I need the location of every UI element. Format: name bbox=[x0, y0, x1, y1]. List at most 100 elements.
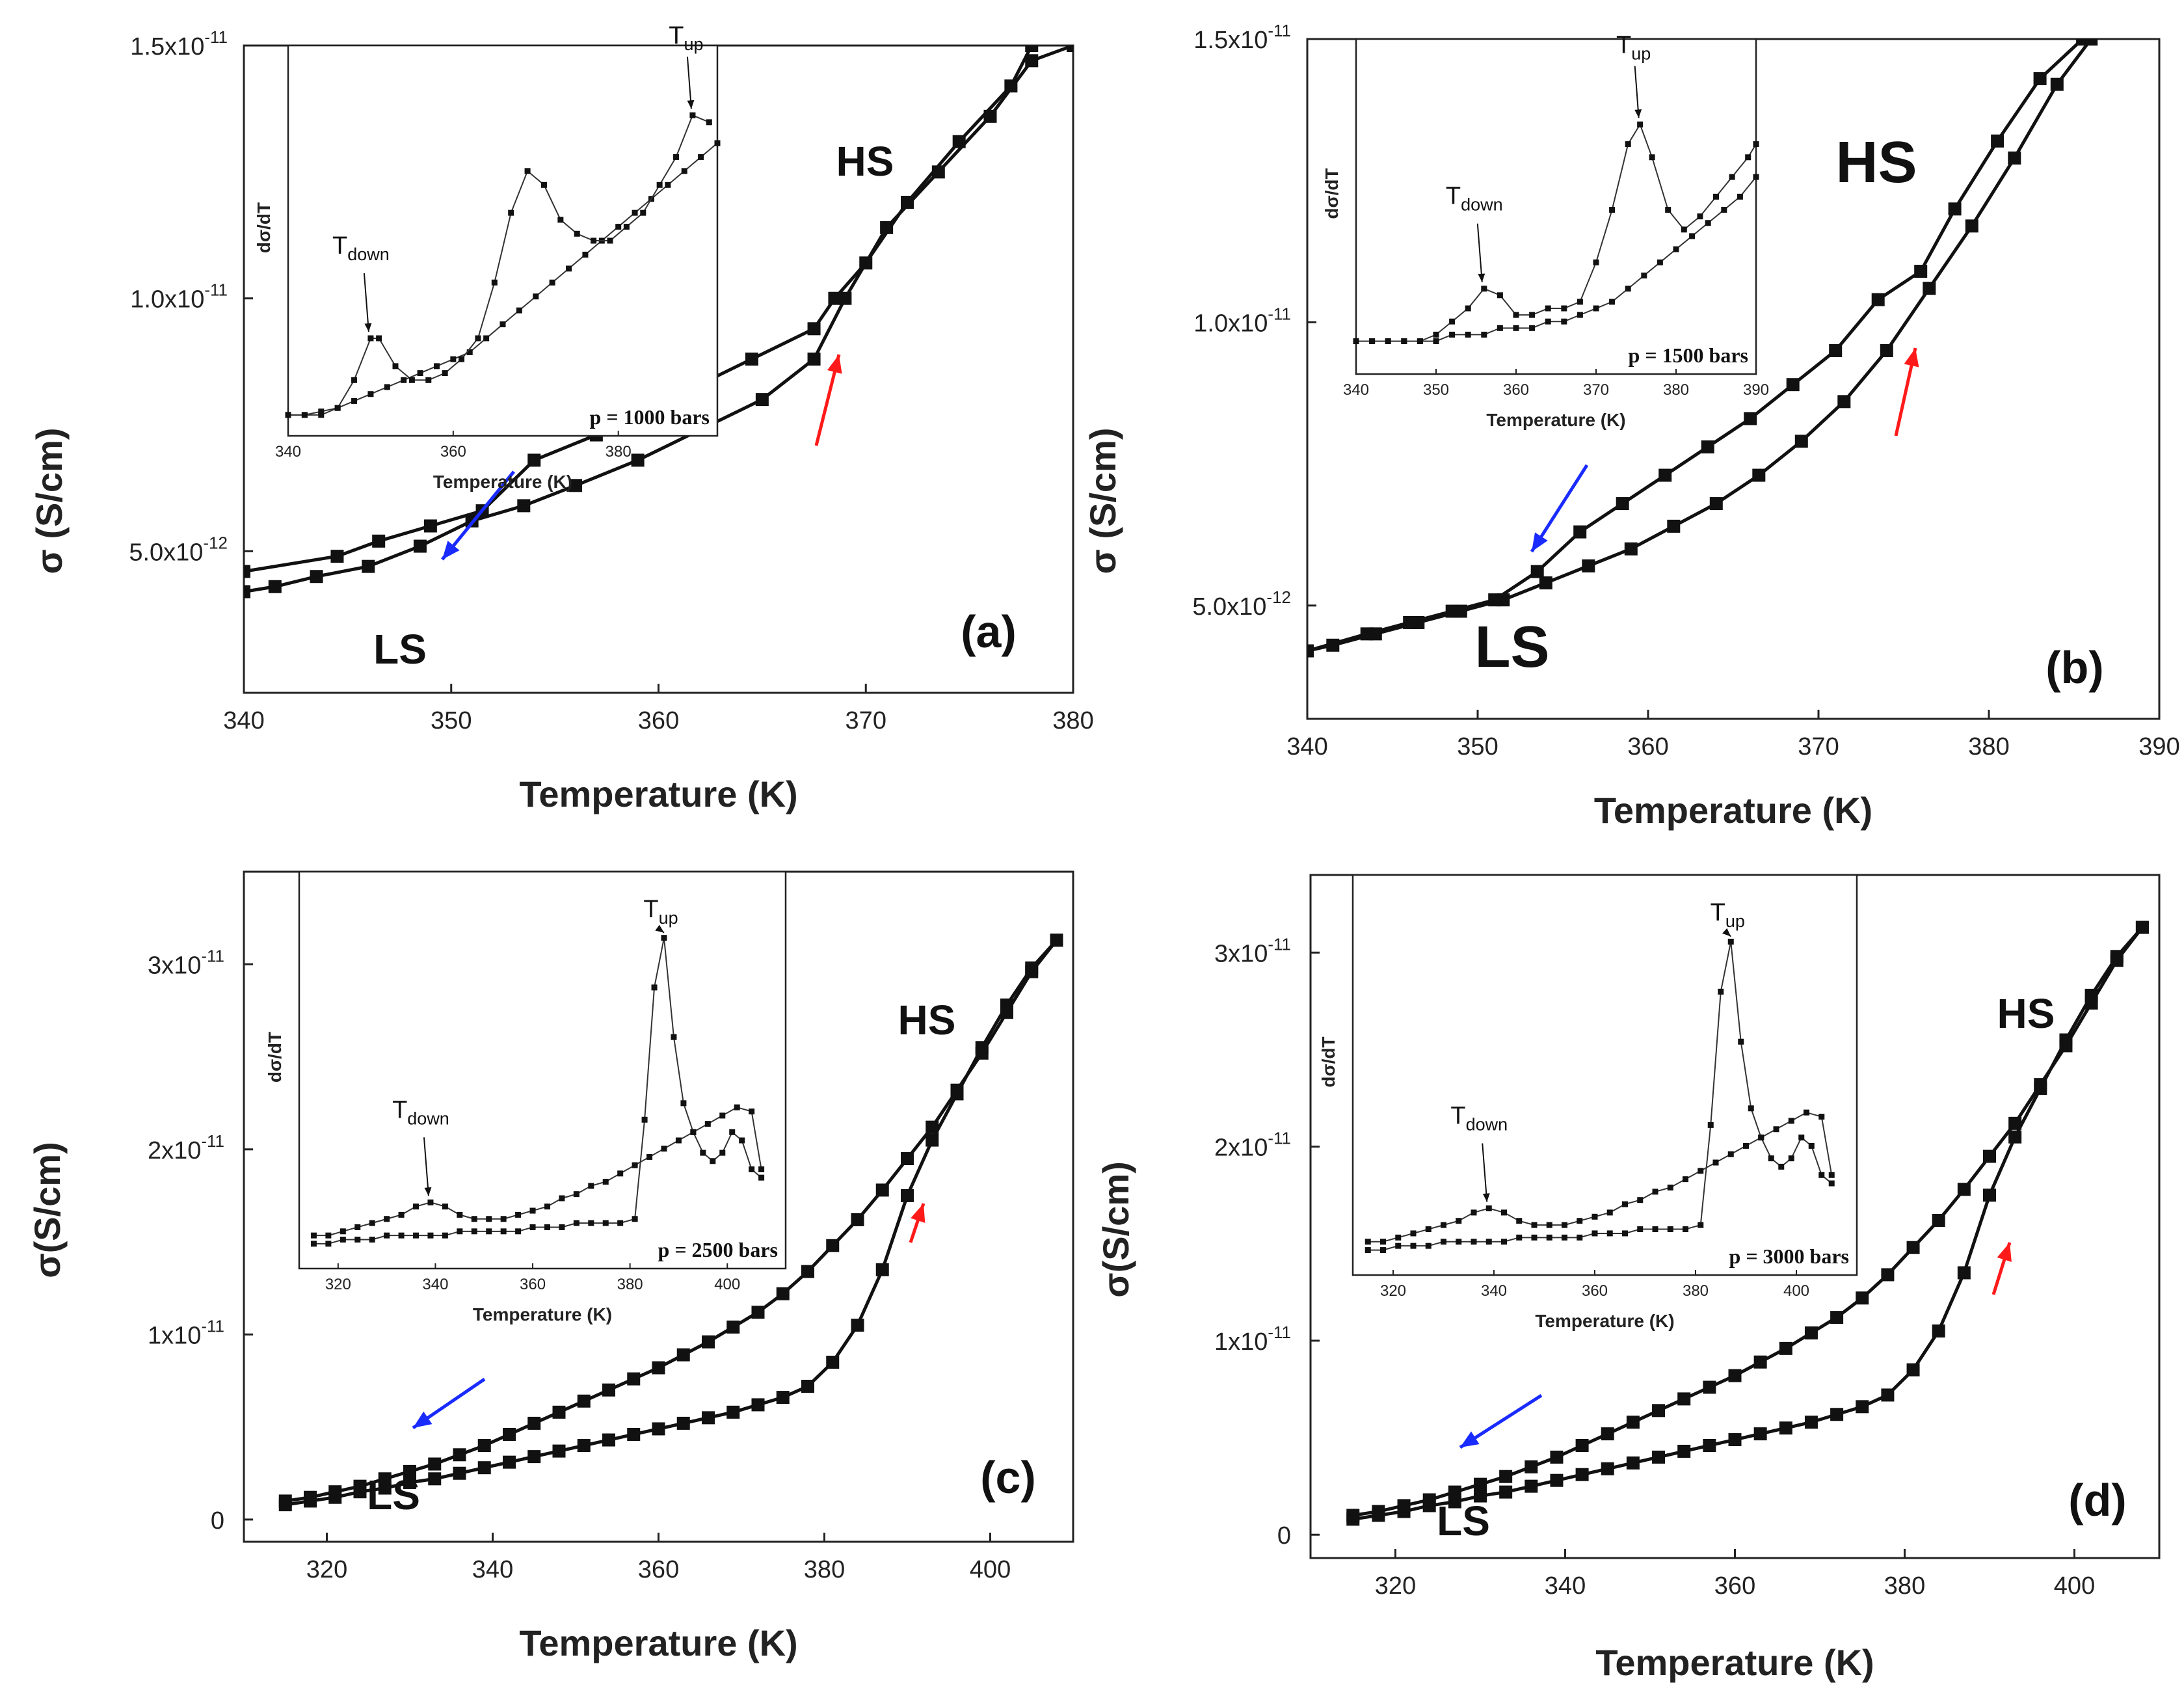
tick-exponent: -11 bbox=[1268, 21, 1291, 40]
data-point-heating bbox=[627, 1427, 641, 1441]
data-point-heating bbox=[901, 1189, 914, 1202]
data-point-cooling bbox=[1744, 412, 1757, 425]
data-point-cooling bbox=[552, 1405, 566, 1419]
data-point-cooling bbox=[304, 1490, 317, 1504]
inset-data-point-heating bbox=[1718, 988, 1724, 995]
data-point-heating bbox=[2008, 1130, 2022, 1144]
data-point-cooling bbox=[527, 453, 541, 467]
inset-data-point-cooling bbox=[734, 1104, 740, 1110]
inset-data-point-heating bbox=[739, 1137, 745, 1144]
inset-data-point-cooling bbox=[1369, 338, 1376, 345]
data-point-heating bbox=[1652, 1450, 1666, 1464]
inset-data-point-cooling bbox=[1667, 1184, 1673, 1190]
inset-data-point-heating bbox=[1606, 1230, 1613, 1237]
inset-data-point-cooling bbox=[675, 1137, 682, 1144]
data-point-heating bbox=[676, 1416, 690, 1430]
inset-data-point-cooling bbox=[318, 412, 325, 418]
inset-data-point-heating bbox=[758, 1174, 765, 1181]
inset-data-point-heating bbox=[325, 1241, 332, 1247]
data-point-cooling bbox=[1000, 1006, 1013, 1019]
inset-data-point-heating bbox=[1727, 939, 1734, 945]
inset-data-point-cooling bbox=[1622, 1201, 1628, 1207]
data-point-cooling bbox=[602, 1383, 615, 1397]
panel-a: 340 350 360 370 3805.0x10-121.0x10-111.5x10-… bbox=[29, 22, 1094, 814]
tick-exponent: -11 bbox=[201, 946, 224, 965]
x-tick-label: 340 bbox=[1545, 1572, 1586, 1600]
data-point-cooling bbox=[278, 1494, 292, 1508]
data-point-cooling bbox=[828, 291, 842, 305]
inset-x-tick-label: 340 bbox=[1343, 381, 1369, 399]
inset-data-point-cooling bbox=[1545, 305, 1551, 312]
inset-data-point-cooling bbox=[457, 1211, 463, 1218]
data-point-cooling bbox=[378, 1472, 392, 1486]
data-point-heating bbox=[1983, 1189, 1996, 1202]
t-down-label: Tdown bbox=[1450, 1103, 1508, 1135]
t-down-label: Tdown bbox=[332, 232, 390, 264]
t-up-arrow bbox=[655, 924, 665, 934]
inset-data-point-heating bbox=[1449, 331, 1456, 338]
data-point-cooling bbox=[1360, 627, 1374, 641]
tick-exponent: -11 bbox=[1268, 934, 1291, 954]
inset-y-axis-label: dσ/dT bbox=[1318, 1036, 1338, 1087]
y-axis-label: σ(S/cm) bbox=[27, 1142, 68, 1278]
inset: 340 350 360 370 380 390 Temperature (K) dσ/dT Tu… bbox=[1322, 31, 1769, 430]
data-point-heating bbox=[403, 1475, 416, 1489]
inset-data-point-heating bbox=[417, 370, 423, 377]
inset-data-point-cooling bbox=[1758, 1135, 1765, 1141]
data-point-cooling bbox=[1499, 1470, 1513, 1483]
data-point-cooling bbox=[1983, 1149, 1996, 1163]
inset-data-point-heating bbox=[1380, 1247, 1386, 1254]
inset-y-axis-label: dσ/dT bbox=[265, 1032, 285, 1082]
data-point-cooling bbox=[776, 1287, 790, 1300]
data-point-cooling bbox=[330, 550, 344, 563]
cooling-arrow-head bbox=[1460, 1431, 1480, 1447]
tick-exponent: -11 bbox=[201, 1316, 224, 1336]
x-tick-label: 400 bbox=[2054, 1572, 2095, 1600]
cooling-arrow bbox=[412, 1377, 486, 1430]
x-tick-label: 340 bbox=[472, 1556, 513, 1583]
inset-data-point-cooling bbox=[1425, 1226, 1432, 1233]
inset-data-point-heating bbox=[1641, 273, 1647, 279]
data-point-heating bbox=[2050, 77, 2064, 91]
pressure-label: p = 1000 bars bbox=[590, 405, 710, 429]
inset-data-point-heating bbox=[515, 1228, 522, 1235]
data-point-cooling bbox=[950, 1083, 964, 1097]
inset-data-point-cooling bbox=[540, 181, 547, 188]
data-point-heating bbox=[1525, 1479, 1538, 1493]
inset-data-point-cooling bbox=[334, 405, 341, 411]
data-point-cooling bbox=[1346, 1509, 1360, 1522]
data-point-cooling bbox=[1004, 79, 1018, 93]
inset-data-point-cooling bbox=[1591, 1213, 1598, 1220]
data-point-heating bbox=[244, 585, 250, 598]
data-point-heating bbox=[1779, 1421, 1792, 1435]
inset-data-point-cooling bbox=[1456, 1218, 1462, 1224]
data-point-heating bbox=[1804, 1416, 1818, 1429]
y-tick-label: 5.0x10-12 bbox=[129, 533, 228, 566]
data-point-heating bbox=[1856, 1400, 1869, 1414]
inset-data-point-cooling bbox=[1353, 338, 1359, 345]
data-point-heating bbox=[1923, 282, 1936, 295]
data-point-heating bbox=[1539, 576, 1552, 589]
data-point-heating bbox=[552, 1444, 566, 1458]
heating-arrow-head bbox=[827, 355, 842, 374]
data-point-heating bbox=[527, 1450, 541, 1464]
inset-data-point-heating bbox=[1456, 1239, 1462, 1245]
inset-data-point-cooling bbox=[524, 168, 531, 174]
inset-x-tick-label: 360 bbox=[1582, 1282, 1608, 1300]
inset-data-point-cooling bbox=[515, 1211, 522, 1218]
data-point-heating bbox=[1794, 435, 1808, 448]
data-point-heating bbox=[569, 479, 582, 492]
t-up-label: Tup bbox=[1711, 899, 1745, 931]
data-point-heating bbox=[1499, 1485, 1513, 1499]
cooling-arrow-shaft bbox=[441, 470, 515, 561]
inset-data-point-cooling bbox=[475, 335, 481, 342]
panel-label: (d) bbox=[2068, 1475, 2126, 1526]
inset-data-point-heating bbox=[1753, 174, 1759, 180]
inset-data-point-cooling bbox=[1753, 141, 1759, 148]
inset-frame bbox=[1352, 874, 1858, 1276]
data-point-heating bbox=[751, 1398, 765, 1412]
inset-x-axis-label: Temperature (K) bbox=[433, 472, 572, 492]
data-point-heating bbox=[1932, 1324, 1945, 1337]
